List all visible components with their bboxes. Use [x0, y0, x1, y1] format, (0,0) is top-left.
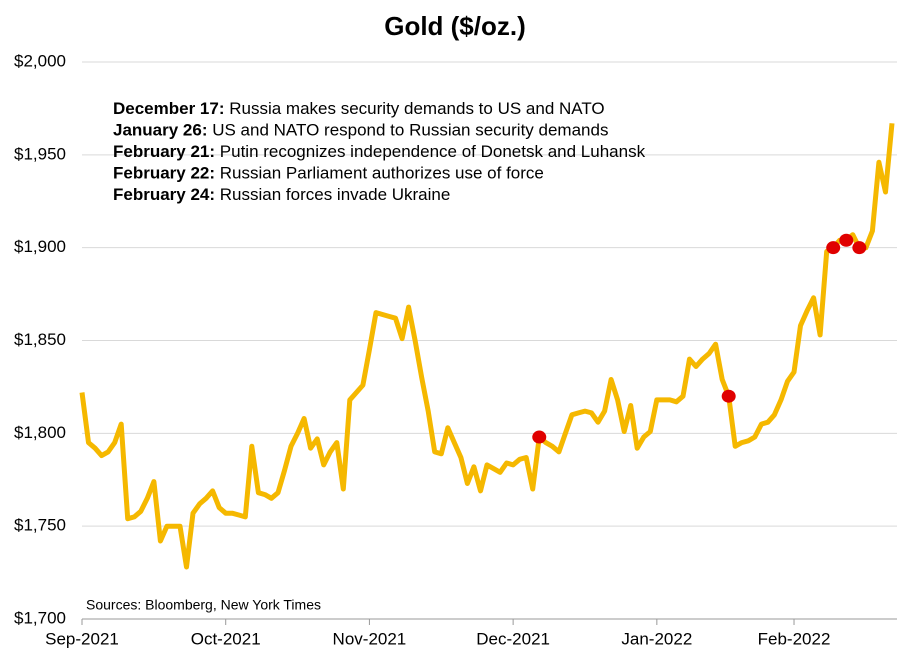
y-tick-label: $1,800 — [14, 423, 66, 442]
y-tick-label: $1,850 — [14, 330, 66, 349]
event-marker — [721, 389, 736, 403]
annotation-text: Russia makes security demands to US and … — [225, 99, 605, 118]
event-marker — [852, 241, 867, 255]
annotation-text: Putin recognizes independence of Donetsk… — [215, 142, 646, 161]
y-tick-label: $1,750 — [14, 516, 66, 535]
event-marker — [532, 430, 547, 444]
annotation: December 17: Russia makes security deman… — [113, 99, 605, 118]
y-tick-label: $2,000 — [14, 51, 66, 70]
y-tick-label: $1,950 — [14, 144, 66, 163]
x-tick-label: Sep-2021 — [45, 629, 119, 648]
annotation-date: February 24: — [113, 185, 215, 204]
annotation: February 22: Russian Parliament authoriz… — [113, 164, 544, 183]
x-tick-label: Dec-2021 — [476, 629, 550, 648]
annotation-date: February 22: — [113, 164, 215, 183]
annotation-date: January 26: — [113, 121, 208, 140]
annotation-text: US and NATO respond to Russian security … — [208, 121, 609, 140]
event-marker — [839, 233, 854, 247]
annotation: February 21: Putin recognizes independen… — [113, 142, 646, 161]
annotation-date: December 17: — [113, 99, 225, 118]
x-tick-label: Jan-2022 — [621, 629, 692, 648]
x-tick-label: Oct-2021 — [191, 629, 261, 648]
x-tick-label: Nov-2021 — [333, 629, 407, 648]
annotation: January 26: US and NATO respond to Russi… — [113, 121, 608, 140]
annotation-text: Russian forces invade Ukraine — [215, 185, 450, 204]
annotation-text: Russian Parliament authorizes use of for… — [215, 164, 544, 183]
event-marker — [826, 241, 841, 255]
annotation: February 24: Russian forces invade Ukrai… — [113, 185, 450, 204]
y-tick-label: $1,900 — [14, 237, 66, 256]
price-line — [79, 123, 895, 570]
chart-title: Gold ($/oz.) — [384, 11, 526, 41]
x-tick-label: Feb-2022 — [758, 629, 831, 648]
annotation-date: February 21: — [113, 142, 215, 161]
source-note: Sources: Bloomberg, New York Times — [86, 597, 321, 613]
y-tick-label: $1,700 — [14, 608, 66, 627]
